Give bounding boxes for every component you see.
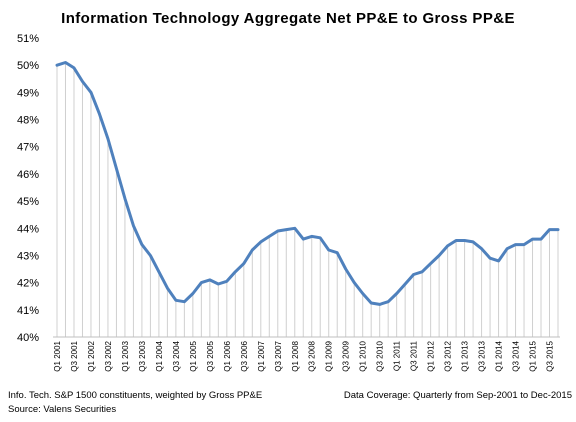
x-tick-label: Q1 2011 <box>393 340 402 371</box>
y-axis: 40% 41% 42% 43% 44% 45% 46% 47% 48% 49% 50% 51% <box>17 33 39 344</box>
x-tick-label: Q3 2007 <box>274 340 283 371</box>
x-tick-label: Q3 2009 <box>342 340 351 371</box>
x-tick-label: Q3 2014 <box>512 340 521 371</box>
x-tick-label: Q3 2006 <box>240 340 249 371</box>
x-tick-label: Q3 2001 <box>70 340 79 371</box>
data-coverage-note: Data Coverage: Quarterly from Sep-2001 t… <box>343 390 572 401</box>
footnote: Info. Tech. S&P 1500 constituents, weigh… <box>8 390 263 401</box>
y-tick-label: 51% <box>17 33 39 45</box>
y-tick-label: 50% <box>17 60 39 72</box>
x-tick-label: Q1 2012 <box>427 340 436 371</box>
y-tick-label: 48% <box>17 115 39 127</box>
x-tick-label: Q1 2015 <box>529 340 538 371</box>
x-tick-label: Q3 2005 <box>206 340 215 371</box>
x-tick-label: Q3 2010 <box>376 340 385 371</box>
x-tick-label: Q3 2003 <box>138 340 147 371</box>
x-tick-label: Q1 2004 <box>155 340 164 371</box>
y-tick-label: 49% <box>17 87 39 99</box>
y-tick-label: 43% <box>17 250 39 262</box>
x-axis: Q1 2001 Q3 2001 Q1 2002 Q3 2002 Q1 2003 Q3 20… <box>53 340 555 371</box>
y-tick-label: 40% <box>17 332 39 344</box>
y-tick-label: 42% <box>17 278 39 290</box>
x-tick-label: Q3 2012 <box>444 340 453 371</box>
series-line <box>55 61 560 306</box>
x-tick-label: Q1 2007 <box>257 340 266 371</box>
x-tick-label: Q1 2005 <box>189 340 198 371</box>
x-tick-label: Q3 2004 <box>172 340 181 371</box>
y-tick-label: 44% <box>17 223 39 235</box>
x-tick-label: Q3 2013 <box>478 340 487 371</box>
x-tick-label: Q1 2010 <box>359 340 368 371</box>
chart-title: Information Technology Aggregate Net PP&… <box>61 10 515 27</box>
x-tick-label: Q1 2002 <box>87 340 96 371</box>
y-tick-label: 47% <box>17 142 39 154</box>
x-tick-label: Q1 2003 <box>121 340 130 371</box>
y-tick-label: 46% <box>17 169 39 181</box>
x-tick-label: Q1 2006 <box>223 340 232 371</box>
x-tick-label: Q1 2009 <box>325 340 334 371</box>
x-tick-label: Q1 2013 <box>461 340 470 371</box>
x-tick-label: Q3 2008 <box>308 340 317 371</box>
x-tick-label: Q1 2014 <box>495 340 504 371</box>
x-tick-label: Q3 2002 <box>104 340 113 371</box>
y-tick-label: 45% <box>17 196 39 208</box>
x-tick-label: Q3 2011 <box>410 340 419 371</box>
y-tick-label: 41% <box>17 305 39 317</box>
x-tick-label: Q1 2001 <box>53 340 62 371</box>
source-note: Source: Valens Securities <box>8 404 117 415</box>
x-tick-label: Q3 2015 <box>546 340 555 371</box>
x-tick-label: Q1 2008 <box>291 340 300 371</box>
drop-lines <box>56 62 559 337</box>
